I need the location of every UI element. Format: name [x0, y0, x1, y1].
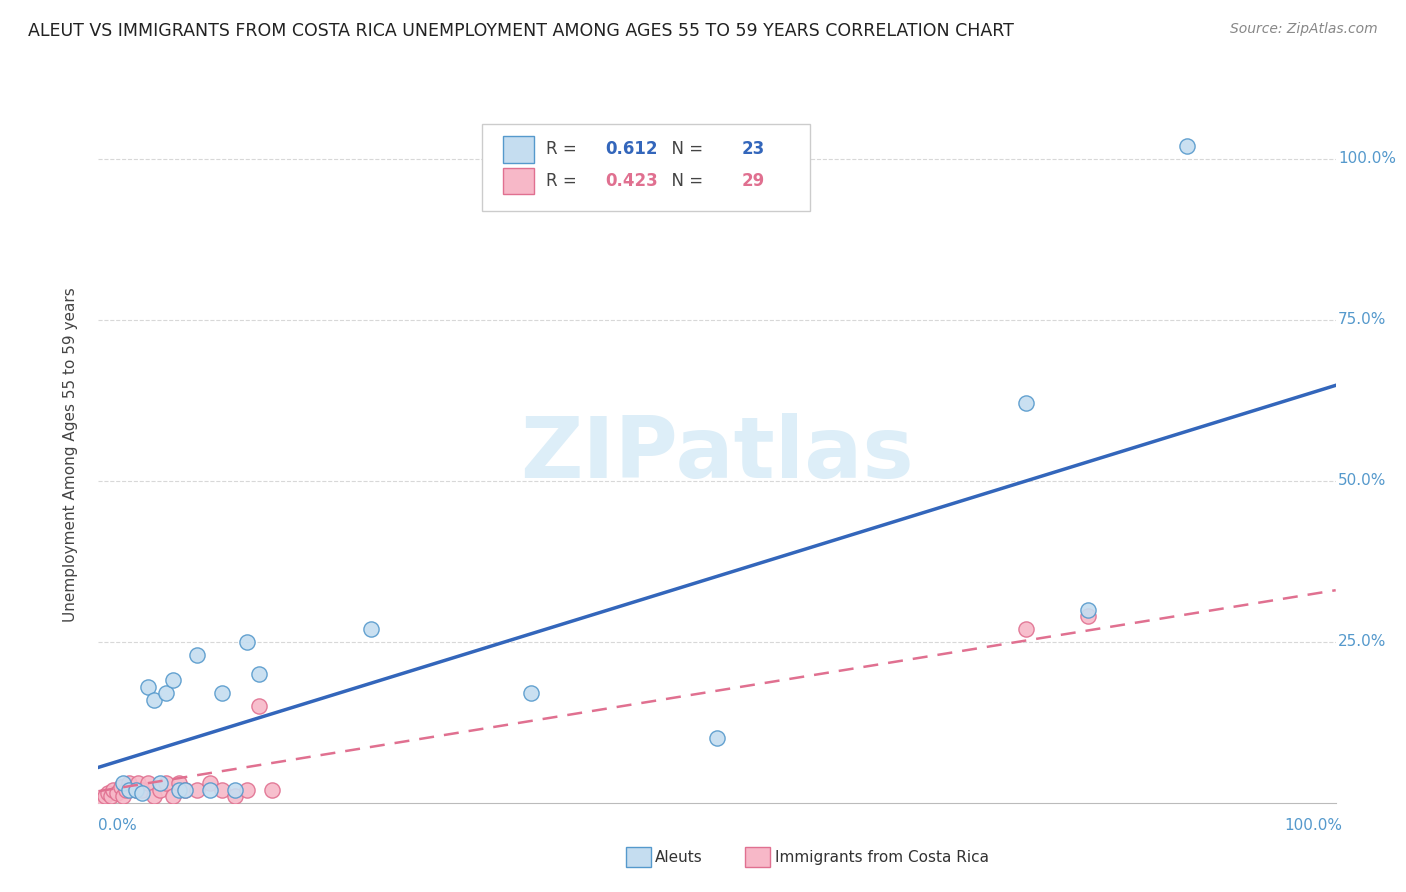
Point	[149, 783, 172, 797]
Point	[127, 776, 149, 790]
Point	[124, 783, 146, 797]
Point	[143, 692, 166, 706]
Bar	[503, 168, 534, 194]
Point	[110, 780, 132, 794]
FancyBboxPatch shape	[482, 124, 810, 211]
Point	[114, 783, 136, 797]
Point	[360, 622, 382, 636]
Point	[224, 783, 246, 797]
Point	[1015, 622, 1038, 636]
Text: 0.612: 0.612	[606, 140, 658, 159]
Text: ZIPatlas: ZIPatlas	[520, 413, 914, 497]
Point	[100, 789, 122, 804]
Point	[155, 686, 177, 700]
Point	[136, 776, 159, 790]
Text: 75.0%: 75.0%	[1339, 312, 1386, 327]
Point	[247, 699, 270, 714]
Point	[1015, 396, 1038, 410]
Point	[174, 783, 197, 797]
Text: Immigrants from Costa Rica: Immigrants from Costa Rica	[775, 850, 988, 864]
Point	[198, 776, 221, 790]
Point	[131, 786, 153, 800]
Point	[162, 789, 184, 804]
Point	[198, 783, 221, 797]
Text: R =: R =	[547, 140, 582, 159]
Point	[105, 786, 128, 800]
Point	[93, 789, 115, 804]
Text: 100.0%: 100.0%	[1339, 151, 1396, 166]
Point	[112, 776, 135, 790]
Y-axis label: Unemployment Among Ages 55 to 59 years: Unemployment Among Ages 55 to 59 years	[63, 287, 77, 623]
Text: 29: 29	[742, 172, 765, 190]
Text: 0.423: 0.423	[606, 172, 658, 190]
Point	[186, 783, 208, 797]
Point	[97, 786, 120, 800]
Point	[186, 648, 208, 662]
Point	[131, 783, 153, 797]
Point	[167, 776, 190, 790]
Point	[211, 686, 233, 700]
Point	[112, 789, 135, 804]
Point	[211, 783, 233, 797]
Point	[149, 776, 172, 790]
Point	[143, 789, 166, 804]
Point	[174, 783, 197, 797]
Text: R =: R =	[547, 172, 582, 190]
Point	[520, 686, 543, 700]
Point	[155, 776, 177, 790]
Point	[1077, 609, 1099, 624]
Text: Source: ZipAtlas.com: Source: ZipAtlas.com	[1230, 22, 1378, 37]
Point	[162, 673, 184, 688]
Point	[260, 783, 283, 797]
Text: N =: N =	[661, 172, 709, 190]
Point	[118, 783, 141, 797]
Point	[247, 667, 270, 681]
Text: 23: 23	[742, 140, 765, 159]
Text: ALEUT VS IMMIGRANTS FROM COSTA RICA UNEMPLOYMENT AMONG AGES 55 TO 59 YEARS CORRE: ALEUT VS IMMIGRANTS FROM COSTA RICA UNEM…	[28, 22, 1014, 40]
Point	[103, 783, 125, 797]
Point	[136, 680, 159, 694]
Point	[1077, 602, 1099, 616]
Point	[124, 783, 146, 797]
Text: N =: N =	[661, 140, 709, 159]
Text: 100.0%: 100.0%	[1285, 818, 1343, 832]
Bar	[503, 136, 534, 162]
Point	[91, 792, 114, 806]
Point	[118, 776, 141, 790]
Text: 25.0%: 25.0%	[1339, 634, 1386, 649]
Point	[236, 783, 259, 797]
Point	[167, 783, 190, 797]
Text: Aleuts: Aleuts	[655, 850, 703, 864]
Text: 50.0%: 50.0%	[1339, 473, 1386, 488]
Point	[706, 731, 728, 746]
Point	[236, 634, 259, 648]
Point	[224, 789, 246, 804]
Point	[1175, 138, 1198, 153]
Text: 0.0%: 0.0%	[98, 818, 138, 832]
